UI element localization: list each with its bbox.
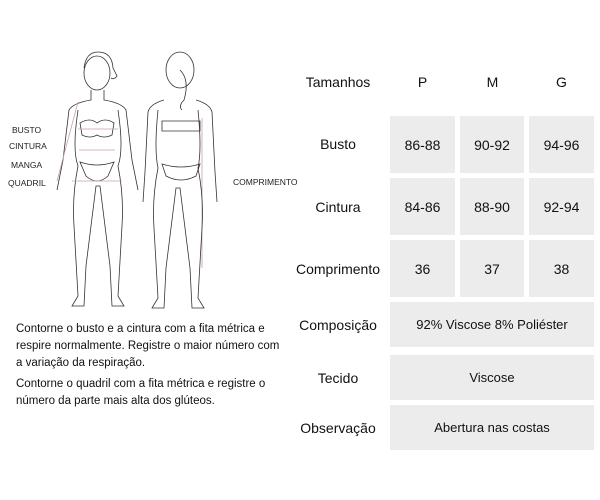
row-label-tecido: Tecido bbox=[317, 370, 359, 386]
header-tamanhos: Tamanhos bbox=[305, 74, 371, 90]
cell-comprimento-m: 37 bbox=[460, 240, 524, 297]
front-figure bbox=[56, 51, 139, 307]
measurement-lines bbox=[56, 101, 203, 268]
cell-observacao: Abertura nas costas bbox=[390, 405, 594, 450]
cell-busto-g: 94-96 bbox=[529, 116, 594, 173]
label-manga: MANGA bbox=[11, 160, 43, 170]
label-comprimento: COMPRIMENTO bbox=[233, 177, 298, 187]
header-size-m: M bbox=[486, 74, 499, 90]
label-cintura: CINTURA bbox=[9, 141, 47, 151]
cell-busto-p: 86-88 bbox=[390, 116, 455, 173]
body-measurement-illustration bbox=[56, 51, 218, 309]
cell-tecido: Viscose bbox=[390, 355, 594, 400]
label-quadril: QUADRIL bbox=[8, 178, 46, 188]
cell-composicao: 92% Viscose 8% Poliéster bbox=[390, 302, 594, 347]
row-label-busto: Busto bbox=[320, 136, 356, 152]
cell-cintura-p: 84-86 bbox=[390, 178, 455, 235]
cell-comprimento-p: 36 bbox=[390, 240, 455, 297]
instruction-bust-waist: Contorne o busto e a cintura com a fita … bbox=[16, 323, 280, 369]
cell-busto-m: 90-92 bbox=[460, 116, 524, 173]
row-label-observacao: Observação bbox=[300, 420, 376, 436]
cell-cintura-m: 88-90 bbox=[460, 178, 524, 235]
label-busto: BUSTO bbox=[12, 125, 42, 135]
back-figure bbox=[142, 51, 218, 309]
header-size-g: G bbox=[556, 74, 567, 90]
header-size-p: P bbox=[417, 74, 428, 90]
row-label-comprimento: Comprimento bbox=[295, 261, 381, 277]
instruction-hip: Contorne o quadril com a fita métrica e … bbox=[16, 378, 266, 407]
row-label-cintura: Cintura bbox=[315, 199, 361, 215]
cell-cintura-g: 92-94 bbox=[529, 178, 594, 235]
cell-comprimento-g: 38 bbox=[529, 240, 594, 297]
row-label-composicao: Composição bbox=[299, 317, 377, 333]
